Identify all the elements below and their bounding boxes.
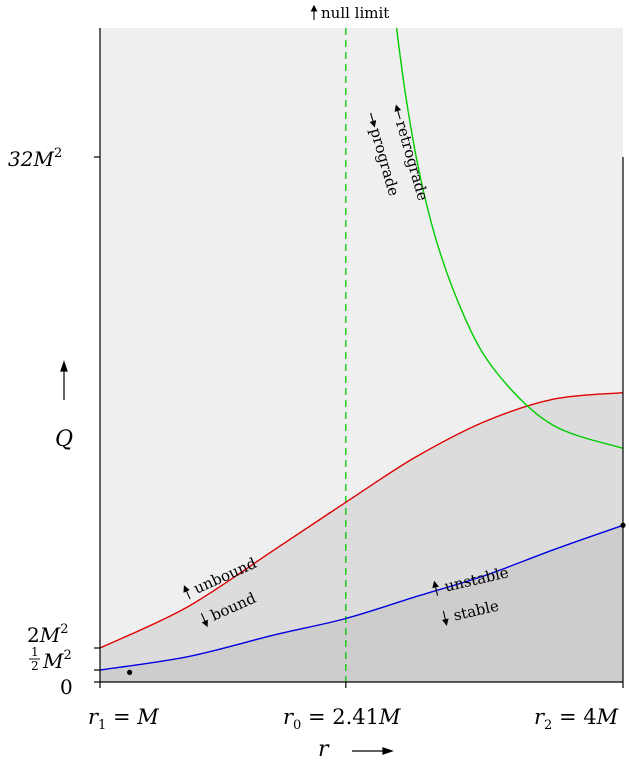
series-line-unbound-boundary [99, 392, 624, 649]
shaded-regions [100, 28, 623, 682]
axis-ticks [94, 156, 624, 688]
x-axis-label: r [318, 737, 330, 762]
null-limit-label: null limit [321, 4, 389, 22]
y-tick-label-0: 0 [60, 675, 73, 699]
arrow-right-icon [352, 747, 394, 755]
svg-text:1: 1 [31, 645, 39, 659]
series-line-retrograde-boundary [395, 28, 623, 449]
y-tick-label-2: 2M2 [27, 622, 69, 647]
x-axis-title: r [318, 737, 394, 762]
y-tick-label-32: 32M2 [8, 146, 62, 171]
arrow-up-icon [310, 4, 318, 20]
arrow-up-icon [432, 580, 439, 596]
y-tick-labels: 32M2 2M2 1 2 M2 0 [8, 146, 73, 699]
y-axis-label: Q [55, 427, 73, 452]
svg-text:2: 2 [31, 659, 39, 673]
x-tick-label-r0: r0 = 2.41M [283, 705, 401, 733]
x-tick-label-r1: r1 = M [88, 705, 159, 733]
data-point-marker [127, 669, 133, 676]
arrow-down-icon [369, 112, 377, 128]
series-line-stable-boundary [99, 524, 624, 671]
y-tick-label-half: 1 2 M2 [29, 645, 72, 673]
arrow-down-icon [200, 613, 208, 628]
chart-curves [99, 28, 624, 682]
svg-text:M2: M2 [42, 648, 72, 673]
x-tick-labels: r1 = M r0 = 2.41M r2 = 4M [88, 705, 619, 733]
region-stable [100, 525, 623, 682]
arrow-up-icon [394, 104, 402, 120]
null-limit-annotation: null limit [310, 4, 389, 22]
chart-markers [127, 522, 626, 676]
arrow-up-icon [60, 360, 68, 400]
arrow-down-icon [441, 610, 449, 626]
arrow-up-icon [183, 585, 191, 600]
x-tick-label-r2: r2 = 4M [534, 705, 619, 733]
y-axis-title: Q [55, 360, 73, 452]
data-point-marker [620, 522, 626, 528]
